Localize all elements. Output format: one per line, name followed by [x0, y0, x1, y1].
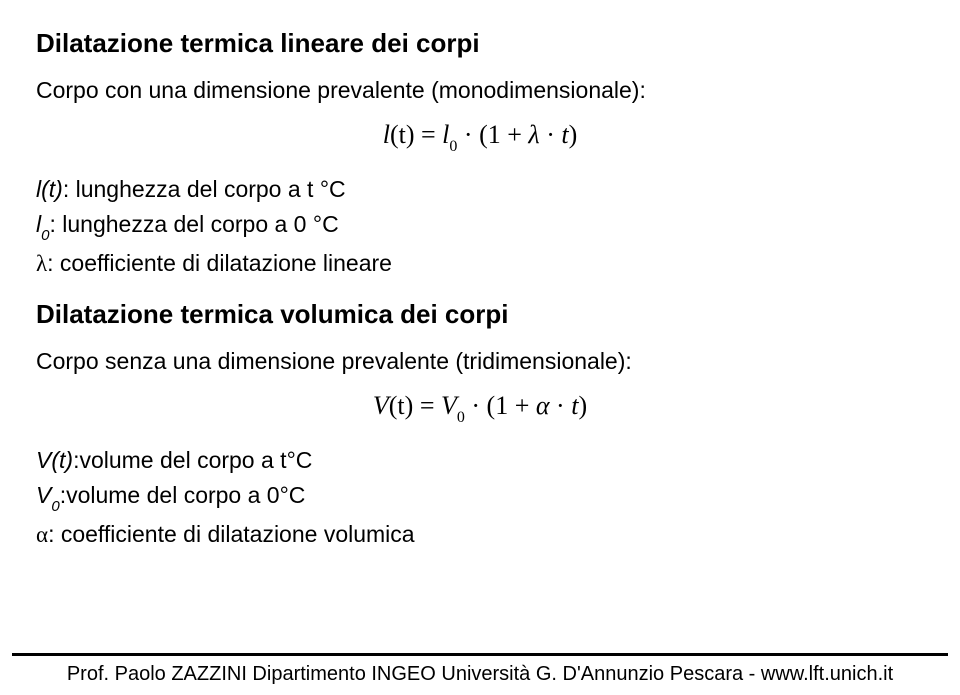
formula-plus: + [501, 120, 529, 149]
formula-dot: · [457, 120, 479, 149]
footer-text: Prof. Paolo ZAZZINI Dipartimento INGEO U… [0, 663, 960, 686]
def-V0: V0:volume del corpo a 0°C [36, 482, 924, 513]
definitions-linear: l(t): lunghezza del corpo a t °C l0: lun… [36, 176, 924, 277]
def-lambda: λ: coefficiente di dilatazione lineare [36, 250, 924, 277]
heading-linear: Dilatazione termica lineare dei corpi [36, 28, 924, 59]
definitions-volumic: V(t):volume del corpo a t°C V0:volume de… [36, 447, 924, 548]
formula-l-arg: (t) [390, 120, 415, 149]
formula-open: ( [479, 120, 488, 149]
formula-l: l [383, 120, 390, 149]
def-l0-sub: 0 [41, 227, 49, 244]
formula-one: 1 [488, 120, 501, 149]
formula2-eq: = [413, 391, 441, 420]
formula-lambda: λ [528, 120, 539, 149]
def-alpha: α: coefficiente di dilatazione volumica [36, 521, 924, 548]
formula-linear: l(t) = l0 · (1 + λ · t) [36, 120, 924, 154]
slide-page: Dilatazione termica lineare dei corpi Co… [0, 0, 960, 695]
formula-l0-sub: 0 [449, 138, 457, 155]
def-lt-text: : lunghezza del corpo a t °C [63, 176, 346, 202]
def-alpha-sym: α [36, 522, 48, 547]
def-V0-var: V [36, 482, 51, 508]
formula2-close: ) [578, 391, 587, 420]
formula-V0: V [441, 391, 457, 420]
footer-divider [12, 653, 948, 656]
intro-linear: Corpo con una dimensione prevalente (mon… [36, 77, 924, 104]
def-Vt-var: V(t) [36, 447, 73, 473]
intro-volumic: Corpo senza una dimensione prevalente (t… [36, 348, 924, 375]
def-V0-text: :volume del corpo a 0°C [60, 482, 306, 508]
def-V0-sub: 0 [51, 498, 59, 515]
def-lambda-text: : coefficiente di dilatazione lineare [47, 250, 392, 276]
formula2-dot: · [465, 391, 487, 420]
formula-volumic: V(t) = V0 · (1 + α · t) [36, 391, 924, 425]
def-lt-var: l(t) [36, 176, 63, 202]
formula-t: t [561, 120, 568, 149]
formula-V-arg: (t) [389, 391, 414, 420]
formula-dot2: · [540, 120, 562, 149]
heading-volumic: Dilatazione termica volumica dei corpi [36, 299, 924, 330]
formula-alpha: α [536, 391, 550, 420]
footer: Prof. Paolo ZAZZINI Dipartimento INGEO U… [0, 653, 960, 695]
def-alpha-text: : coefficiente di dilatazione volumica [48, 521, 415, 547]
formula-V: V [373, 391, 389, 420]
formula-close: ) [569, 120, 578, 149]
formula-eq: = [415, 120, 443, 149]
def-l0: l0: lunghezza del corpo a 0 °C [36, 211, 924, 242]
def-Vt: V(t):volume del corpo a t°C [36, 447, 924, 474]
def-lt: l(t): lunghezza del corpo a t °C [36, 176, 924, 203]
def-l0-text: : lunghezza del corpo a 0 °C [49, 211, 338, 237]
formula2-dot2: · [550, 391, 572, 420]
def-Vt-text: :volume del corpo a t°C [73, 447, 312, 473]
formula-V0-sub: 0 [457, 409, 465, 426]
formula2-one: 1 [495, 391, 508, 420]
formula2-open: ( [487, 391, 496, 420]
def-lambda-sym: λ [36, 251, 47, 276]
formula2-plus: + [508, 391, 536, 420]
